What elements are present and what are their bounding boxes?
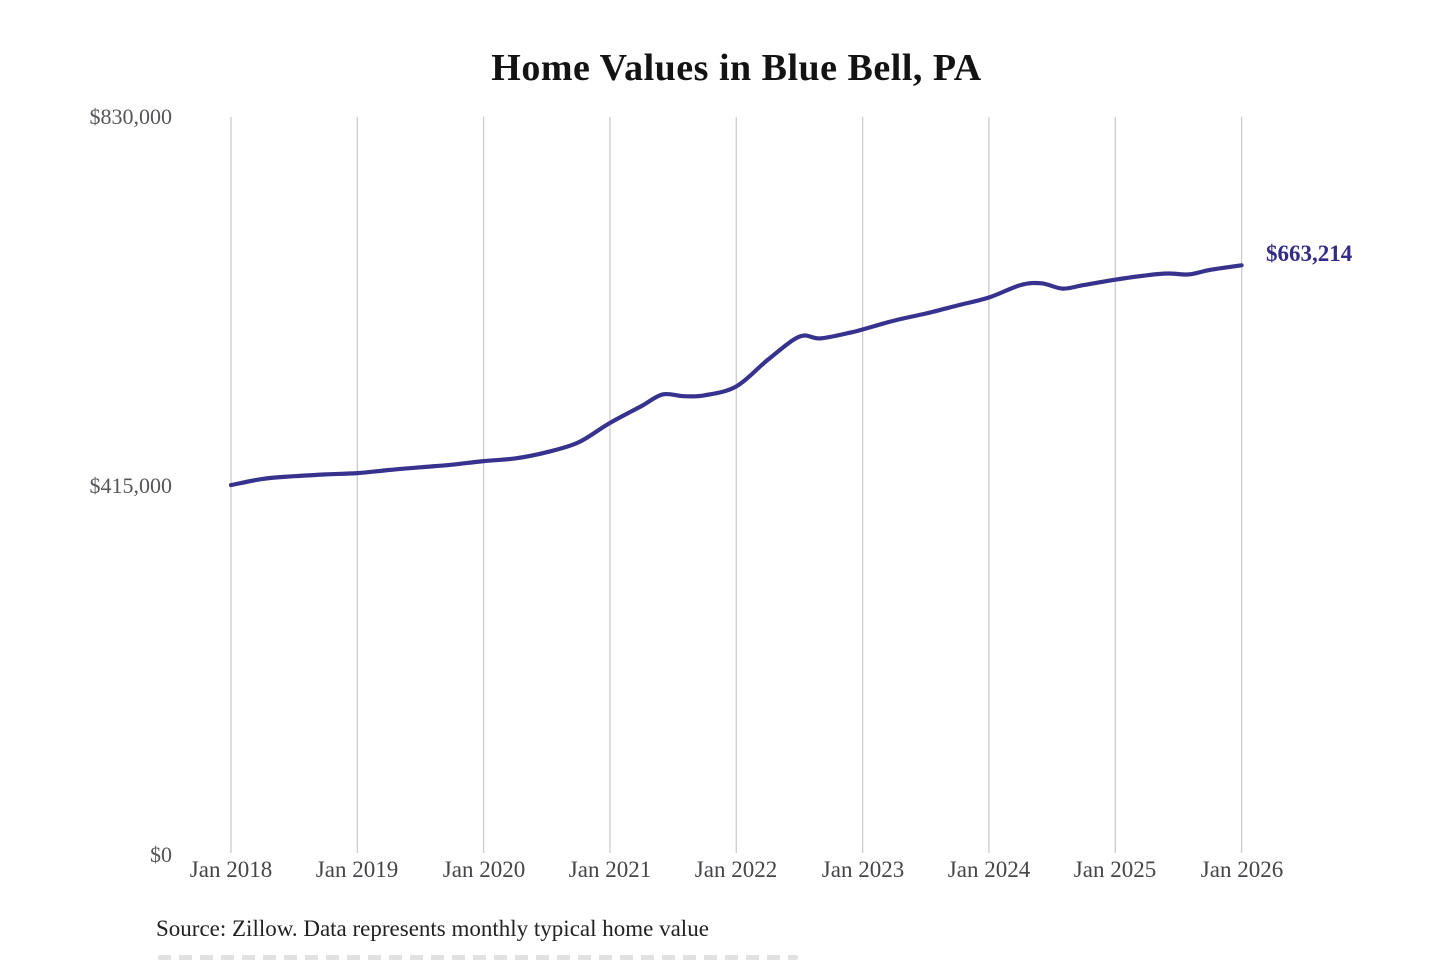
x-axis-tick-jan-2022: Jan 2022 <box>694 857 778 882</box>
source-note: Source: Zillow. Data represents monthly … <box>156 916 709 941</box>
x-axis-tick-jan-2019: Jan 2019 <box>315 857 399 882</box>
y-axis-tick-0: $0 <box>150 842 172 867</box>
x-axis-tick-jan-2024: Jan 2024 <box>947 857 1031 882</box>
y-axis-tick-415000: $415,000 <box>89 473 173 498</box>
page-title: Home Values in Blue Bell, PA <box>491 47 982 89</box>
y-axis-tick-830000: $830,000 <box>89 104 173 129</box>
home-value-series-line <box>228 263 1244 488</box>
x-axis-tick-jan-2020: Jan 2020 <box>442 857 526 882</box>
clipped-text-remnant <box>158 955 798 960</box>
x-axis-tick-jan-2018: Jan 2018 <box>189 857 273 882</box>
latest-value-label: $663,214 <box>1266 241 1353 266</box>
x-axis-tick-jan-2026: Jan 2026 <box>1200 857 1284 882</box>
x-axis-tick-jan-2023: Jan 2023 <box>821 857 905 882</box>
x-axis-tick-jan-2021: Jan 2021 <box>568 857 652 882</box>
x-axis-tick-jan-2025: Jan 2025 <box>1073 857 1157 882</box>
